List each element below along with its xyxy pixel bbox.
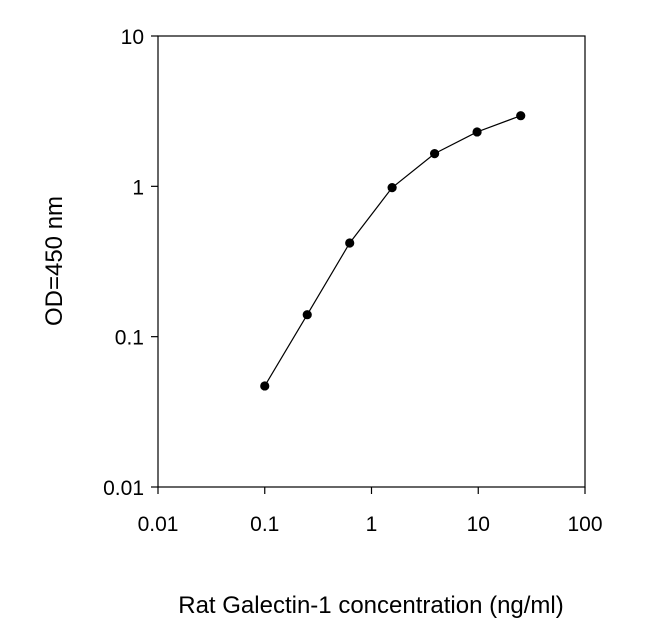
x-tick-label: 0.1 (250, 513, 279, 536)
x-axis-title: Rat Galectin-1 concentration (ng/ml) (178, 592, 564, 619)
series-line (264, 115, 521, 387)
y-tick-label: 0.1 (115, 327, 144, 350)
data-point (260, 381, 270, 391)
data-point (472, 127, 482, 137)
plot-area (157, 35, 586, 488)
x-tick-label: 1 (366, 513, 378, 536)
data-point (387, 183, 397, 193)
x-tick-label: 10 (467, 513, 490, 536)
series-layer (260, 111, 526, 391)
x-tick-label: 100 (567, 513, 602, 536)
data-point (429, 149, 440, 159)
y-tick-label: 10 (121, 26, 144, 49)
x-tick-label: 0.01 (138, 513, 179, 536)
data-point (345, 238, 355, 248)
data-point (516, 111, 526, 121)
y-axis-title: OD=450 nm (41, 196, 68, 326)
data-point (302, 310, 312, 320)
y-axis: 0.01 0.1 1 10 (103, 26, 158, 500)
plot-border (157, 35, 586, 488)
x-axis: 0.01 0.1 1 10 100 (138, 487, 603, 536)
y-tick-label: 1 (132, 176, 144, 199)
y-tick-label: 0.01 (103, 477, 144, 500)
